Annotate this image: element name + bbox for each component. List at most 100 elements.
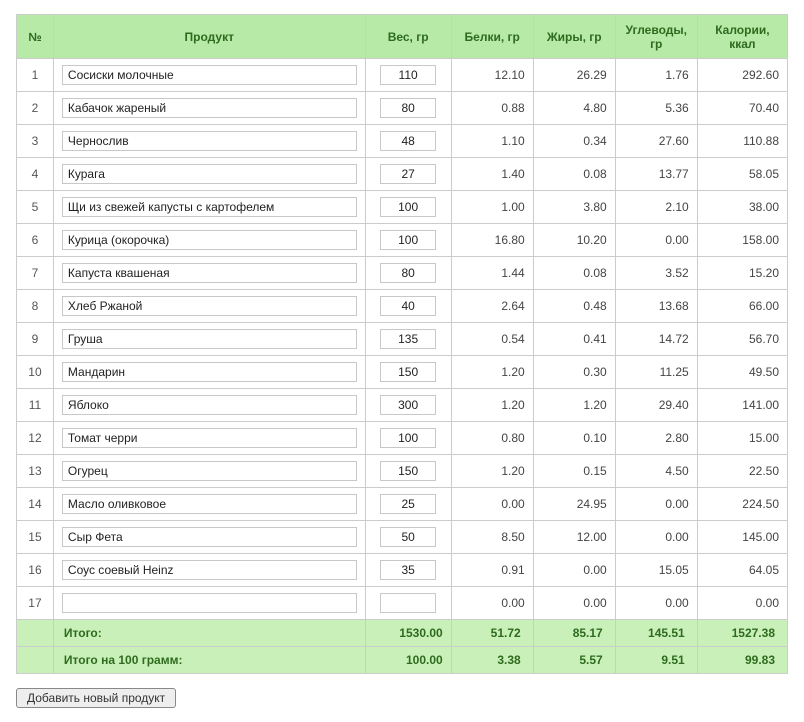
totals-protein: 51.72 <box>451 620 533 647</box>
protein-value: 8.50 <box>451 521 533 554</box>
fat-value: 0.30 <box>533 356 615 389</box>
per100-weight: 100.00 <box>365 647 451 674</box>
table-row: 120.800.102.8015.00 <box>17 422 788 455</box>
product-input[interactable] <box>62 527 357 547</box>
fat-value: 0.08 <box>533 158 615 191</box>
protein-value: 12.10 <box>451 59 533 92</box>
table-row: 160.910.0015.0564.05 <box>17 554 788 587</box>
row-number: 11 <box>17 389 54 422</box>
calories-value: 224.50 <box>697 488 787 521</box>
weight-input[interactable] <box>380 428 436 448</box>
carbs-value: 0.00 <box>615 224 697 257</box>
row-number: 1 <box>17 59 54 92</box>
col-header-fat: Жиры, гр <box>533 15 615 59</box>
row-number: 10 <box>17 356 54 389</box>
fat-value: 0.00 <box>533 587 615 620</box>
table-row: 71.440.083.5215.20 <box>17 257 788 290</box>
add-product-button[interactable]: Добавить новый продукт <box>16 688 176 708</box>
protein-value: 0.00 <box>451 488 533 521</box>
nutrition-table: № Продукт Вес, гр Белки, гр Жиры, гр Угл… <box>16 14 788 674</box>
per100-fat: 5.57 <box>533 647 615 674</box>
calories-value: 15.20 <box>697 257 787 290</box>
fat-value: 0.10 <box>533 422 615 455</box>
row-number: 6 <box>17 224 54 257</box>
totals-cal: 1527.38 <box>697 620 787 647</box>
weight-input[interactable] <box>380 362 436 382</box>
row-number: 8 <box>17 290 54 323</box>
calories-value: 64.05 <box>697 554 787 587</box>
row-number: 13 <box>17 455 54 488</box>
weight-input[interactable] <box>380 98 436 118</box>
product-input[interactable] <box>62 98 357 118</box>
protein-value: 0.80 <box>451 422 533 455</box>
row-number: 3 <box>17 125 54 158</box>
product-input[interactable] <box>62 494 357 514</box>
col-header-num: № <box>17 15 54 59</box>
fat-value: 26.29 <box>533 59 615 92</box>
weight-input[interactable] <box>380 527 436 547</box>
product-input[interactable] <box>62 560 357 580</box>
calories-value: 56.70 <box>697 323 787 356</box>
protein-value: 0.88 <box>451 92 533 125</box>
row-number: 5 <box>17 191 54 224</box>
weight-input[interactable] <box>380 494 436 514</box>
table-row: 140.0024.950.00224.50 <box>17 488 788 521</box>
fat-value: 3.80 <box>533 191 615 224</box>
row-number: 17 <box>17 587 54 620</box>
col-header-weight: Вес, гр <box>365 15 451 59</box>
product-input[interactable] <box>62 197 357 217</box>
weight-input[interactable] <box>380 560 436 580</box>
carbs-value: 29.40 <box>615 389 697 422</box>
weight-input[interactable] <box>380 131 436 151</box>
product-input[interactable] <box>62 164 357 184</box>
calories-value: 145.00 <box>697 521 787 554</box>
table-row: 51.003.802.1038.00 <box>17 191 788 224</box>
fat-value: 12.00 <box>533 521 615 554</box>
fat-value: 0.08 <box>533 257 615 290</box>
protein-value: 1.20 <box>451 356 533 389</box>
carbs-value: 0.00 <box>615 521 697 554</box>
calories-value: 15.00 <box>697 422 787 455</box>
weight-input[interactable] <box>380 230 436 250</box>
fat-value: 0.41 <box>533 323 615 356</box>
weight-input[interactable] <box>380 197 436 217</box>
carbs-value: 1.76 <box>615 59 697 92</box>
per100-label: Итого на 100 грамм: <box>53 647 365 674</box>
product-input[interactable] <box>62 593 357 613</box>
per100-protein: 3.38 <box>451 647 533 674</box>
row-number: 7 <box>17 257 54 290</box>
weight-input[interactable] <box>380 395 436 415</box>
product-input[interactable] <box>62 263 357 283</box>
product-input[interactable] <box>62 131 357 151</box>
product-input[interactable] <box>62 461 357 481</box>
calories-value: 22.50 <box>697 455 787 488</box>
calories-value: 158.00 <box>697 224 787 257</box>
weight-input[interactable] <box>380 329 436 349</box>
calories-value: 70.40 <box>697 92 787 125</box>
calories-value: 58.05 <box>697 158 787 191</box>
carbs-value: 2.80 <box>615 422 697 455</box>
carbs-value: 2.10 <box>615 191 697 224</box>
fat-value: 24.95 <box>533 488 615 521</box>
per100-row: Итого на 100 грамм: 100.00 3.38 5.57 9.5… <box>17 647 788 674</box>
product-input[interactable] <box>62 296 357 316</box>
weight-input[interactable] <box>380 65 436 85</box>
calories-value: 0.00 <box>697 587 787 620</box>
weight-input[interactable] <box>380 164 436 184</box>
product-input[interactable] <box>62 329 357 349</box>
row-number: 16 <box>17 554 54 587</box>
row-number: 15 <box>17 521 54 554</box>
weight-input[interactable] <box>380 296 436 316</box>
product-input[interactable] <box>62 395 357 415</box>
product-input[interactable] <box>62 230 357 250</box>
weight-input[interactable] <box>380 263 436 283</box>
weight-input[interactable] <box>380 461 436 481</box>
weight-input[interactable] <box>380 593 436 613</box>
product-input[interactable] <box>62 362 357 382</box>
fat-value: 1.20 <box>533 389 615 422</box>
product-input[interactable] <box>62 428 357 448</box>
totals-carbs: 145.51 <box>615 620 697 647</box>
product-input[interactable] <box>62 65 357 85</box>
protein-value: 1.44 <box>451 257 533 290</box>
fat-value: 0.34 <box>533 125 615 158</box>
